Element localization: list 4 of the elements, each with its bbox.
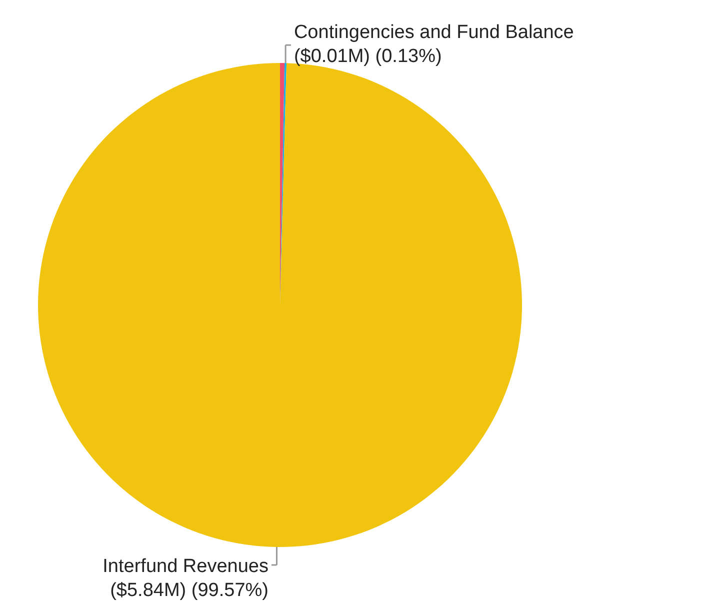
data-label: ($0.01M) (0.13%)	[294, 46, 442, 68]
slice-label: Interfund Revenues	[102, 556, 268, 577]
slice-label: Contingencies and Fund Balance	[294, 22, 574, 44]
data-label: ($5.84M) (99.57%)	[110, 580, 268, 601]
